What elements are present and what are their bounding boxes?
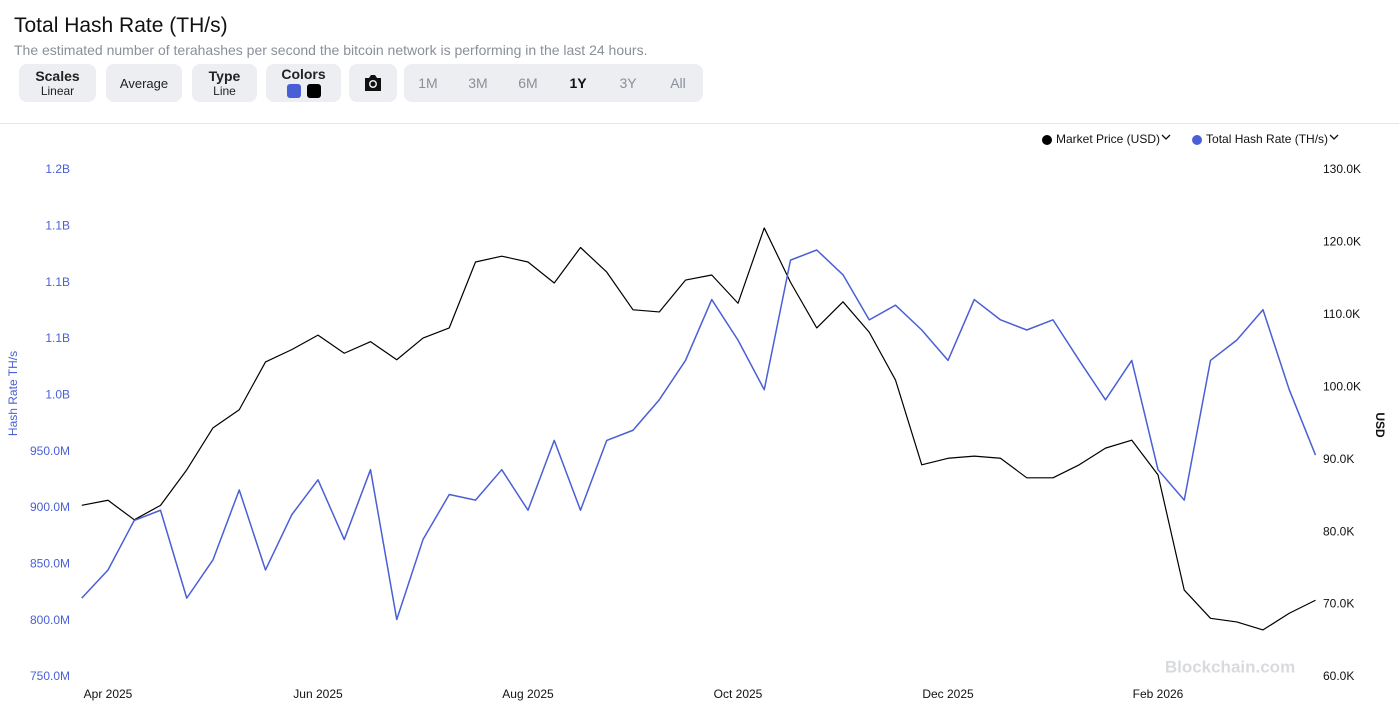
y2-tick-label: 80.0K — [1323, 524, 1354, 538]
x-tick-label: Feb 2026 — [1133, 687, 1184, 701]
y2-tick-label: 130.0K — [1323, 162, 1361, 176]
button-label: Average — [119, 75, 169, 91]
color-swatch — [286, 83, 301, 98]
legend-marker — [1192, 135, 1203, 145]
y2-tick-label: 100.0K — [1323, 379, 1361, 393]
average-button[interactable]: Average — [106, 64, 182, 102]
button-label: Scales — [35, 68, 80, 84]
legend-marker — [1042, 135, 1052, 145]
page-title: Total Hash Rate (TH/s) — [14, 14, 228, 37]
y-tick-label: 800.0M — [30, 613, 70, 627]
range-button[interactable]: 6M — [518, 75, 538, 91]
page-subtitle: The estimated number of terahashes per s… — [14, 42, 648, 58]
x-tick-label: Jun 2025 — [293, 687, 343, 701]
legend-label: Market Price (USD) — [1056, 132, 1160, 146]
button-value: Linear — [40, 84, 75, 98]
y-tick-label: 950.0M — [30, 444, 70, 458]
y-tick-label: 1.1B — [45, 331, 70, 345]
y2-tick-label: 120.0K — [1323, 235, 1361, 249]
range-button[interactable]: 3M — [468, 75, 488, 91]
y-tick-label: 850.0M — [30, 557, 70, 571]
button-label: Colors — [281, 65, 326, 82]
x-tick-label: Apr 2025 — [84, 687, 133, 701]
y2-tick-label: 110.0K — [1323, 307, 1360, 321]
button-label: Type — [208, 68, 241, 84]
x-tick-label: Aug 2025 — [502, 687, 554, 701]
swatches — [284, 82, 324, 101]
range-button[interactable]: 1M — [418, 75, 438, 91]
camera-icon — [365, 75, 381, 91]
range-button[interactable]: All — [670, 75, 686, 91]
y2-axis-label: USD — [1373, 412, 1387, 438]
y-tick-label: 1.1B — [45, 275, 70, 289]
button-value: Line — [213, 84, 236, 98]
x-tick-label: Dec 2025 — [922, 687, 974, 701]
y2-tick-label: 60.0K — [1323, 669, 1354, 683]
color-swatch — [306, 83, 321, 98]
watermark: Blockchain.com — [1165, 657, 1295, 676]
colors-button[interactable]: Colors — [266, 64, 341, 102]
range-button[interactable]: 1Y — [569, 75, 587, 91]
y-tick-label: 750.0M — [30, 669, 70, 683]
series-line — [81, 249, 1317, 621]
legend-chevron — [1161, 134, 1171, 140]
y-tick-label: 1.0B — [45, 388, 70, 402]
y-tick-label: 1.2B — [45, 162, 70, 176]
x-tick-label: Oct 2025 — [714, 687, 763, 701]
scales-button[interactable]: Scales Linear — [19, 64, 96, 102]
type-button[interactable]: Type Line — [192, 64, 257, 102]
legend-chevron — [1329, 134, 1339, 140]
legend-label: Total Hash Rate (TH/s) — [1206, 132, 1328, 146]
separator — [0, 123, 1399, 124]
series-line — [81, 227, 1316, 631]
y2-tick-label: 70.0K — [1323, 597, 1354, 611]
camera-button[interactable] — [349, 64, 397, 102]
y-axis-label: Hash Rate TH/s — [6, 351, 20, 436]
y-tick-label: 900.0M — [30, 500, 70, 514]
y2-tick-label: 90.0K — [1323, 452, 1354, 466]
range-selector: 1M 3M 6M 1Y 3Y All — [404, 64, 703, 102]
y-tick-label: 1.1B — [45, 219, 70, 233]
range-button[interactable]: 3Y — [619, 75, 637, 91]
